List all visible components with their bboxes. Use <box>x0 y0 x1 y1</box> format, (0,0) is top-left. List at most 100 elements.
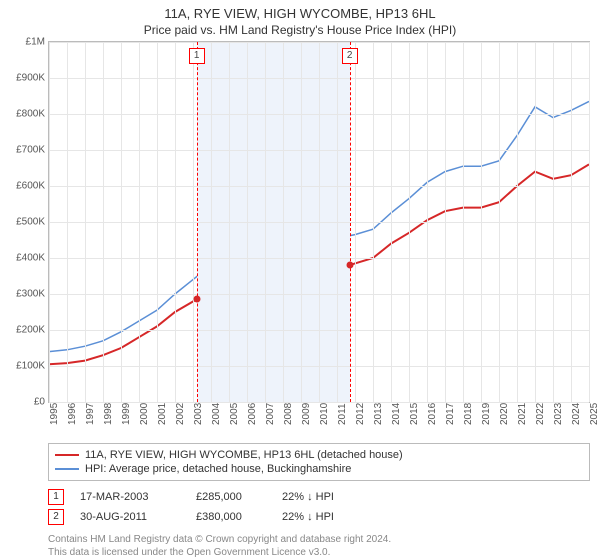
event-number-box: 2 <box>48 509 64 525</box>
chart-title: 11A, RYE VIEW, HIGH WYCOMBE, HP13 6HL <box>0 0 600 21</box>
gridline-v <box>445 42 446 402</box>
xtick-label: 1998 <box>103 395 114 425</box>
gridline-v <box>121 42 122 402</box>
xtick-label: 2025 <box>589 395 600 425</box>
event-price: £380,000 <box>196 511 266 523</box>
gridline-v <box>427 42 428 402</box>
ytick-label: £300K <box>5 289 45 300</box>
legend-label: HPI: Average price, detached house, Buck… <box>85 463 351 475</box>
marker-number-box: 2 <box>342 48 358 64</box>
event-date: 17-MAR-2003 <box>80 491 180 503</box>
xtick-label: 2020 <box>499 395 510 425</box>
sale-point-dot <box>193 296 200 303</box>
xtick-label: 2022 <box>535 395 546 425</box>
gridline-v <box>589 42 590 402</box>
xtick-label: 2000 <box>139 395 150 425</box>
ytick-label: £900K <box>5 73 45 84</box>
ytick-label: £600K <box>5 181 45 192</box>
xtick-label: 2002 <box>175 395 186 425</box>
xtick-label: 2021 <box>517 395 528 425</box>
marker-line <box>197 42 198 402</box>
xtick-label: 2016 <box>427 395 438 425</box>
xtick-label: 1996 <box>67 395 78 425</box>
event-row: 1 17-MAR-2003 £285,000 22% ↓ HPI <box>48 487 590 507</box>
sale-point-dot <box>346 262 353 269</box>
gridline-v <box>301 42 302 402</box>
gridline-v <box>373 42 374 402</box>
gridline-v <box>481 42 482 402</box>
xtick-label: 2017 <box>445 395 456 425</box>
xtick-label: 2009 <box>301 395 312 425</box>
event-date: 30-AUG-2011 <box>80 511 180 523</box>
gridline-v <box>391 42 392 402</box>
gridline-v <box>265 42 266 402</box>
gridline-v <box>535 42 536 402</box>
xtick-label: 2006 <box>247 395 258 425</box>
xtick-label: 2004 <box>211 395 222 425</box>
xtick-label: 2007 <box>265 395 276 425</box>
gridline-v <box>337 42 338 402</box>
gridline-v <box>247 42 248 402</box>
gridline-v <box>49 42 50 402</box>
gridline-v <box>517 42 518 402</box>
legend-label: 11A, RYE VIEW, HIGH WYCOMBE, HP13 6HL (d… <box>85 449 403 461</box>
footer-line-1: Contains HM Land Registry data © Crown c… <box>48 533 590 546</box>
gridline-v <box>175 42 176 402</box>
gridline-v <box>283 42 284 402</box>
xtick-label: 2003 <box>193 395 204 425</box>
marker-number-box: 1 <box>189 48 205 64</box>
xtick-label: 2018 <box>463 395 474 425</box>
legend-row: 11A, RYE VIEW, HIGH WYCOMBE, HP13 6HL (d… <box>55 448 583 462</box>
event-price: £285,000 <box>196 491 266 503</box>
footer-line-2: This data is licensed under the Open Gov… <box>48 546 590 559</box>
footer-attribution: Contains HM Land Registry data © Crown c… <box>48 533 590 559</box>
xtick-label: 2008 <box>283 395 294 425</box>
gridline-v <box>85 42 86 402</box>
xtick-label: 2014 <box>391 395 402 425</box>
legend-row: HPI: Average price, detached house, Buck… <box>55 462 583 476</box>
gridline-v <box>103 42 104 402</box>
xtick-label: 1995 <box>49 395 60 425</box>
chart-subtitle: Price paid vs. HM Land Registry's House … <box>0 21 600 41</box>
gridline-v <box>409 42 410 402</box>
ytick-label: £1M <box>5 37 45 48</box>
ytick-label: £800K <box>5 109 45 120</box>
xtick-label: 2010 <box>319 395 330 425</box>
ytick-label: £200K <box>5 325 45 336</box>
xtick-label: 1999 <box>121 395 132 425</box>
price-chart: £0£100K£200K£300K£400K£500K£600K£700K£80… <box>48 41 590 403</box>
event-diff: 22% ↓ HPI <box>282 511 362 523</box>
gridline-v <box>571 42 572 402</box>
legend: 11A, RYE VIEW, HIGH WYCOMBE, HP13 6HL (d… <box>48 443 590 481</box>
marker-line <box>350 42 351 402</box>
ytick-label: £0 <box>5 397 45 408</box>
event-row: 2 30-AUG-2011 £380,000 22% ↓ HPI <box>48 507 590 527</box>
legend-swatch <box>55 454 79 456</box>
gridline-v <box>139 42 140 402</box>
gridline-v <box>463 42 464 402</box>
ytick-label: £700K <box>5 145 45 156</box>
xtick-label: 2001 <box>157 395 168 425</box>
xtick-label: 2015 <box>409 395 420 425</box>
xtick-label: 2019 <box>481 395 492 425</box>
gridline-v <box>211 42 212 402</box>
gridline-v <box>553 42 554 402</box>
gridline-v <box>193 42 194 402</box>
xtick-label: 2013 <box>373 395 384 425</box>
event-number-box: 1 <box>48 489 64 505</box>
legend-swatch <box>55 468 79 470</box>
xtick-label: 2012 <box>355 395 366 425</box>
xtick-label: 1997 <box>85 395 96 425</box>
events-table: 1 17-MAR-2003 £285,000 22% ↓ HPI 2 30-AUG-201… <box>48 487 590 527</box>
gridline-v <box>157 42 158 402</box>
ytick-label: £400K <box>5 253 45 264</box>
xtick-label: 2005 <box>229 395 240 425</box>
ytick-label: £100K <box>5 361 45 372</box>
xtick-label: 2023 <box>553 395 564 425</box>
gridline-v <box>319 42 320 402</box>
gridline-v <box>229 42 230 402</box>
xtick-label: 2024 <box>571 395 582 425</box>
event-diff: 22% ↓ HPI <box>282 491 362 503</box>
gridline-v <box>67 42 68 402</box>
xtick-label: 2011 <box>337 395 348 425</box>
